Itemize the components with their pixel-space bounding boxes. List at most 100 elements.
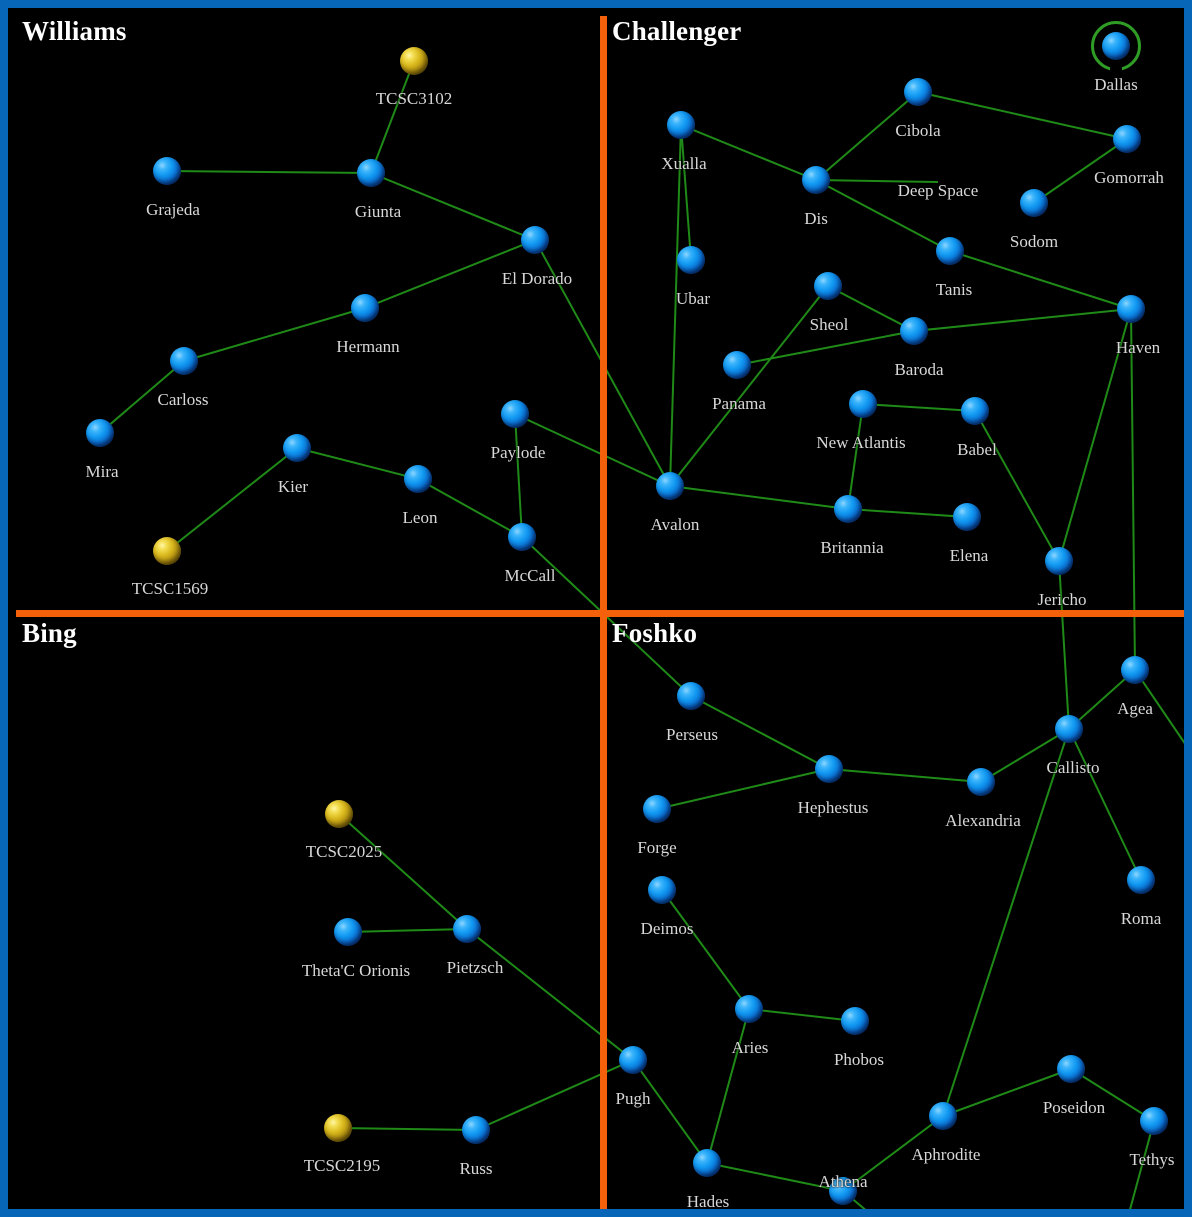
star-node-new-atlantis[interactable] — [849, 390, 877, 418]
star-node-hades[interactable] — [693, 1149, 721, 1177]
star-label-pugh: Pugh — [615, 1089, 651, 1108]
star-label-haven: Haven — [1115, 338, 1161, 357]
link-callisto-to-aphrodite — [942, 728, 1070, 1117]
star-node-paylode[interactable] — [501, 400, 529, 428]
star-node-mira[interactable] — [86, 419, 114, 447]
link-pugh-to-hades — [632, 1059, 708, 1164]
star-node-theta-c-orionis[interactable] — [334, 918, 362, 946]
star-node-tcsc3102[interactable] — [400, 47, 428, 75]
star-node-tcsc2025[interactable] — [325, 800, 353, 828]
star-node-forge[interactable] — [643, 795, 671, 823]
link-haven-to-agea — [1130, 308, 1136, 671]
star-label-alexandria: Alexandria — [945, 811, 1021, 830]
star-node-britannia[interactable] — [834, 495, 862, 523]
star-label-dallas: Dallas — [1094, 75, 1138, 94]
star-node-panama[interactable] — [723, 351, 751, 379]
star-node-pugh[interactable] — [619, 1046, 647, 1074]
star-label-kier: Kier — [277, 477, 309, 496]
star-node-hephestus[interactable] — [815, 755, 843, 783]
star-node-sodom[interactable] — [1020, 189, 1048, 217]
link-dis-offscreen — [815, 179, 939, 183]
link-pietzsch-to-theta-c-orionis — [347, 928, 468, 933]
star-node-kier[interactable] — [283, 434, 311, 462]
star-node-aphrodite[interactable] — [929, 1102, 957, 1130]
star-label-tanis: Tanis — [935, 280, 973, 299]
link-tethys-offscreen — [1129, 1120, 1155, 1209]
star-node-dallas[interactable] — [1102, 32, 1130, 60]
star-node-sheol[interactable] — [814, 272, 842, 300]
link-gomorrah-to-sodom — [1033, 138, 1128, 204]
quadrant-title-bing: Bing — [22, 618, 77, 648]
star-node-poseidon[interactable] — [1057, 1055, 1085, 1083]
star-node-mccall[interactable] — [508, 523, 536, 551]
star-label-perseus: Perseus — [666, 725, 718, 744]
link-callisto-to-alexandria — [980, 728, 1070, 783]
star-node-ubar[interactable] — [677, 246, 705, 274]
star-node-athena[interactable] — [829, 1177, 857, 1205]
link-el-dorado-to-hermann — [364, 239, 536, 309]
star-label-tcsc2195: TCSC2195 — [303, 1156, 381, 1175]
link-carloss-to-mira — [99, 360, 185, 434]
link-babel-to-jericho — [974, 410, 1060, 562]
star-node-russ[interactable] — [462, 1116, 490, 1144]
star-label-tcsc1569: TCSC1569 — [131, 579, 209, 598]
star-node-dis[interactable] — [802, 166, 830, 194]
link-britannia-to-elena — [847, 508, 968, 518]
link-agea-offscreen — [1134, 669, 1184, 744]
star-label-cibola: Cibola — [895, 121, 941, 140]
star-label-tethys: Tethys — [1129, 1150, 1175, 1169]
star-node-giunta[interactable] — [357, 159, 385, 187]
star-node-gomorrah[interactable] — [1113, 125, 1141, 153]
star-node-deimos[interactable] — [648, 876, 676, 904]
star-node-tanis[interactable] — [936, 237, 964, 265]
star-node-phobos[interactable] — [841, 1007, 869, 1035]
link-new-atlantis-to-britannia — [847, 403, 864, 510]
star-label-deimos: Deimos — [640, 919, 694, 938]
star-label-russ: Russ — [459, 1159, 493, 1178]
star-node-alexandria[interactable] — [967, 768, 995, 796]
link-hephestus-to-forge — [656, 768, 830, 810]
star-label-el-dorado: El Dorado — [501, 269, 573, 288]
link-new-atlantis-to-babel — [862, 403, 976, 412]
star-node-roma[interactable] — [1127, 866, 1155, 894]
star-node-aries[interactable] — [735, 995, 763, 1023]
star-node-agea[interactable] — [1121, 656, 1149, 684]
link-pugh-to-pietzsch — [466, 928, 634, 1061]
star-node-hermann[interactable] — [351, 294, 379, 322]
star-label-phobos: Phobos — [833, 1050, 885, 1069]
star-node-pietzsch[interactable] — [453, 915, 481, 943]
link-aphrodite-to-poseidon — [942, 1068, 1072, 1117]
star-node-leon[interactable] — [404, 465, 432, 493]
star-node-tcsc1569[interactable] — [153, 537, 181, 565]
star-node-grajeda[interactable] — [153, 157, 181, 185]
star-node-perseus[interactable] — [677, 682, 705, 710]
star-node-babel[interactable] — [961, 397, 989, 425]
star-node-tcsc2195[interactable] — [324, 1114, 352, 1142]
link-cibola-to-gomorrah — [917, 91, 1128, 140]
floating-label-deep-space: Deep Space — [897, 181, 979, 200]
star-node-carloss[interactable] — [170, 347, 198, 375]
star-node-elena[interactable] — [953, 503, 981, 531]
link-callisto-to-roma — [1068, 728, 1142, 881]
star-label-babel: Babel — [957, 440, 997, 459]
star-node-el-dorado[interactable] — [521, 226, 549, 254]
star-node-avalon[interactable] — [656, 472, 684, 500]
star-label-roma: Roma — [1120, 909, 1162, 928]
star-label-britannia: Britannia — [820, 538, 884, 557]
star-label-hermann: Hermann — [336, 337, 400, 356]
quadrant-divider-horizontal — [16, 610, 1184, 617]
star-node-haven[interactable] — [1117, 295, 1145, 323]
star-label-theta-c-orionis: Theta'C Orionis — [301, 961, 411, 980]
star-node-tethys[interactable] — [1140, 1107, 1168, 1135]
star-node-baroda[interactable] — [900, 317, 928, 345]
star-node-callisto[interactable] — [1055, 715, 1083, 743]
quadrant-title-foshko: Foshko — [612, 618, 698, 648]
link-paylode-to-avalon — [514, 413, 671, 487]
link-baroda-to-panama — [736, 330, 915, 366]
star-node-xualla[interactable] — [667, 111, 695, 139]
star-node-jericho[interactable] — [1045, 547, 1073, 575]
link-sheol-to-baroda — [827, 285, 915, 332]
star-node-cibola[interactable] — [904, 78, 932, 106]
link-pietzsch-to-tcsc2025 — [338, 813, 468, 930]
